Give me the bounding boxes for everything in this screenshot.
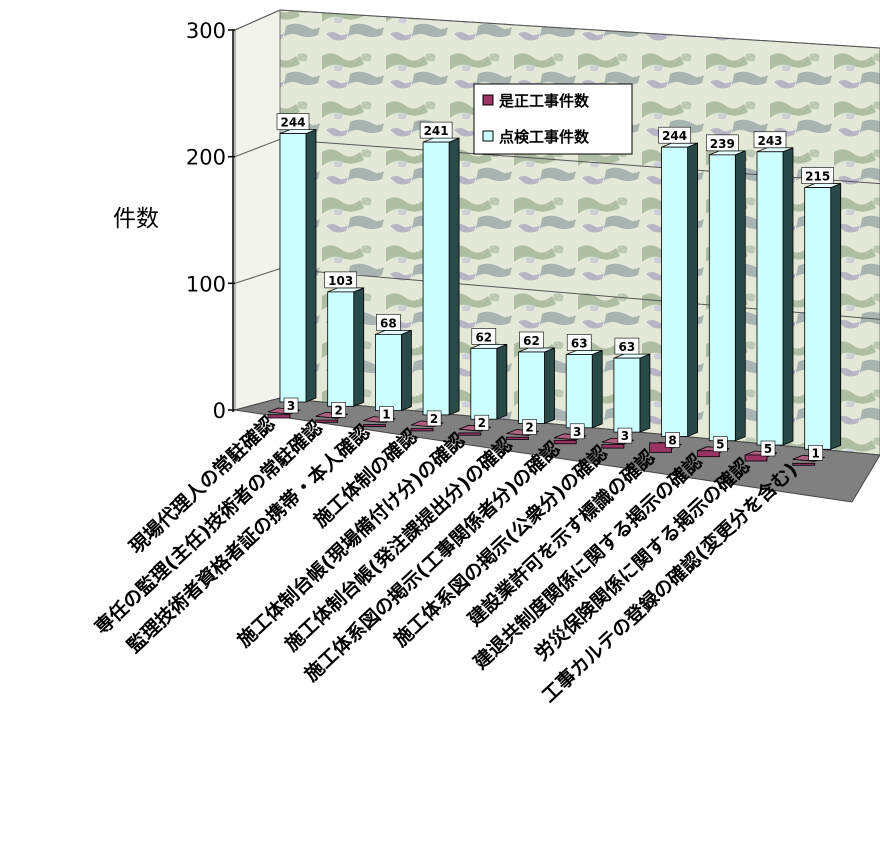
- bar-inspection: [804, 182, 842, 450]
- bar-inspection: [327, 287, 365, 407]
- data-label-inspection: 103: [324, 271, 358, 289]
- legend-swatch-corrective: [482, 94, 494, 106]
- svg-text:62: 62: [523, 334, 540, 348]
- bar-inspection: [374, 329, 412, 412]
- svg-text:3: 3: [287, 399, 295, 413]
- legend-label-corrective: 是正工事件数: [498, 92, 590, 110]
- data-label-corrective: 2: [331, 401, 347, 418]
- bar-inspection: [470, 343, 508, 420]
- data-label-inspection: 68: [376, 314, 401, 331]
- data-label-corrective: 2: [426, 410, 442, 427]
- svg-text:5: 5: [764, 442, 772, 456]
- data-label-corrective: 3: [283, 397, 299, 414]
- data-label-corrective: 3: [569, 423, 585, 440]
- data-label-corrective: 5: [712, 436, 728, 453]
- data-label-inspection: 244: [276, 113, 310, 130]
- svg-text:2: 2: [525, 421, 533, 435]
- data-label-corrective: 3: [617, 427, 633, 444]
- y-tick-label: 300: [186, 19, 226, 43]
- y-axis: 0 100 200 300: [186, 19, 235, 423]
- data-label-corrective: 2: [474, 414, 490, 431]
- svg-text:243: 243: [757, 134, 782, 148]
- data-label-corrective: 1: [808, 444, 824, 461]
- chart-floor: [234, 397, 880, 503]
- svg-text:1: 1: [812, 446, 820, 460]
- gridline: [234, 9, 880, 49]
- svg-text:3: 3: [621, 429, 629, 443]
- data-label-inspection: 215: [801, 167, 835, 184]
- svg-text:3: 3: [573, 425, 581, 439]
- data-label-corrective: 5: [760, 440, 776, 457]
- svg-text:2: 2: [430, 412, 438, 426]
- svg-text:63: 63: [619, 340, 636, 354]
- y-tick-label: 200: [186, 146, 226, 170]
- bar-inspection: [565, 349, 603, 429]
- svg-text:1: 1: [382, 408, 390, 422]
- svg-text:244: 244: [280, 116, 305, 130]
- chart-side-wall: [234, 9, 281, 411]
- svg-text:62: 62: [475, 330, 492, 344]
- legend-swatch-inspection: [482, 130, 494, 142]
- data-label-inspection: 63: [614, 337, 640, 355]
- svg-text:244: 244: [662, 129, 687, 143]
- bar-inspection: [518, 347, 555, 425]
- data-label-corrective: 1: [379, 406, 394, 422]
- data-label-corrective: 2: [522, 419, 537, 435]
- legend: 是正工事件数 点検工事件数: [473, 83, 633, 155]
- category-labels: 現場代理人の常駐確認専任の監理(主任)技術者の常駐確認監理技術者資格者証の携帯・…: [90, 412, 802, 707]
- bar-inspection: [422, 137, 460, 416]
- data-label-inspection: 239: [705, 134, 739, 152]
- data-label-inspection: 244: [658, 126, 691, 144]
- svg-text:239: 239: [710, 137, 735, 151]
- svg-text:63: 63: [571, 336, 588, 350]
- y-tick-label: 100: [186, 272, 226, 296]
- svg-text:5: 5: [716, 438, 724, 452]
- data-label-inspection: 243: [753, 131, 787, 149]
- y-axis-title: 件数: [113, 206, 159, 232]
- bar-inspection: [661, 142, 698, 437]
- svg-text:2: 2: [478, 416, 486, 430]
- bar-inspection: [279, 129, 317, 403]
- y-tick-label: 0: [213, 399, 226, 423]
- bar-inspection: [613, 353, 651, 433]
- svg-text:68: 68: [380, 316, 397, 330]
- bar-inspection: [756, 147, 794, 446]
- svg-text:2: 2: [335, 403, 343, 417]
- svg-text:215: 215: [805, 170, 830, 184]
- data-label-inspection: 62: [519, 331, 544, 349]
- svg-text:103: 103: [328, 274, 353, 288]
- svg-text:241: 241: [424, 124, 449, 138]
- data-label-inspection: 241: [419, 121, 453, 139]
- data-label-inspection: 63: [566, 334, 592, 351]
- bars: 244 3 103 2 68 1 241 2 62 2 62 2 63 3 63 3 244 8 239 5 243 5 2…: [267, 113, 842, 466]
- svg-text:8: 8: [668, 433, 676, 447]
- data-label-corrective: 8: [665, 432, 680, 448]
- legend-label-inspection: 点検工事件数: [499, 128, 590, 146]
- data-label-inspection: 62: [471, 328, 497, 345]
- bar-inspection: [708, 150, 746, 442]
